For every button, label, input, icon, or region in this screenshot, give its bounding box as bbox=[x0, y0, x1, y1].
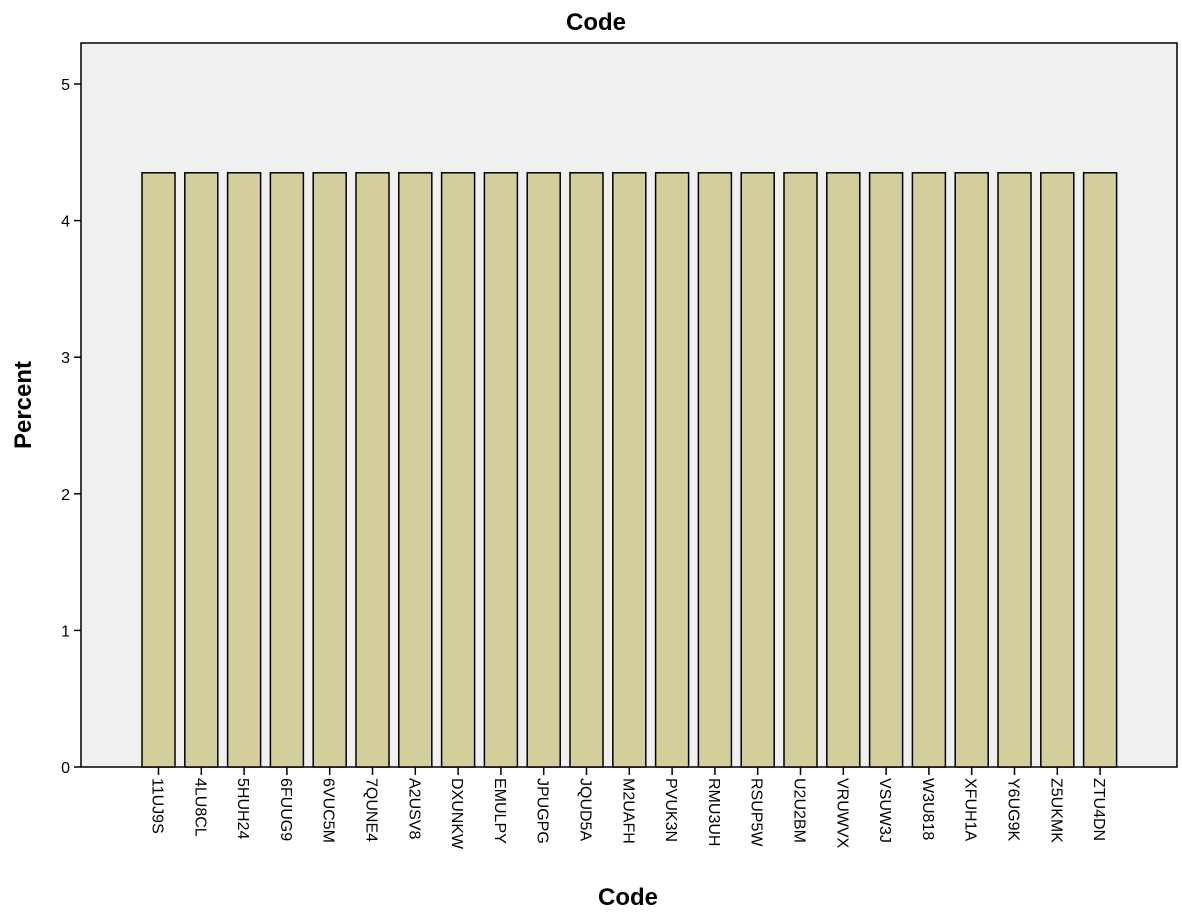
x-tick-label: JPUGPG bbox=[534, 778, 551, 844]
x-tick-label: A2USV8 bbox=[405, 778, 422, 839]
x-tick-label: 11UJ9S bbox=[149, 778, 166, 834]
bar-vsuw3j bbox=[868, 172, 904, 768]
y-tick-label: 5 bbox=[61, 77, 70, 94]
bar-rsup5w bbox=[740, 172, 775, 768]
bar-jqud5a bbox=[569, 172, 604, 768]
bar-5huh24 bbox=[226, 172, 262, 768]
y-axis-title: Percent bbox=[10, 361, 37, 449]
bar-6fuug9 bbox=[269, 172, 305, 768]
x-tick-label: U2U2BM bbox=[791, 778, 808, 843]
y-tick-label: 4 bbox=[61, 214, 70, 231]
x-tick-label: 6FUUG9 bbox=[277, 778, 294, 841]
bar-ztu4dn bbox=[1082, 172, 1118, 768]
bar-11uj9s bbox=[141, 172, 176, 768]
x-tick-label: 7QUNE4 bbox=[363, 778, 380, 842]
bar-jpugpg bbox=[526, 172, 561, 768]
x-tick-label: 6VUC5M bbox=[320, 778, 337, 843]
x-tick-label: RMU3UH bbox=[705, 778, 722, 846]
bar-w3u818 bbox=[911, 172, 947, 768]
bar-vruwvx bbox=[826, 172, 861, 768]
x-tick-label: XFUH1A bbox=[962, 778, 979, 841]
x-tick-label: EMULPY bbox=[491, 778, 508, 844]
bar-4lu8cl bbox=[184, 172, 219, 768]
x-tick-label: W3U818 bbox=[919, 778, 936, 840]
x-tick-label: VRUWVX bbox=[833, 778, 850, 849]
x-tick-label: VSUW3J bbox=[876, 778, 893, 843]
x-tick-label: Z5UKMK bbox=[1047, 778, 1064, 843]
x-tick-label: DXUNKW bbox=[448, 778, 465, 850]
bar-6vuc5m bbox=[312, 172, 347, 768]
x-tick-label: 5HUH24 bbox=[234, 778, 251, 839]
y-tick-label: 1 bbox=[61, 623, 70, 640]
bar-dxunkw bbox=[440, 172, 476, 768]
chart-title: Code bbox=[566, 9, 626, 36]
bar-y6ug9k bbox=[997, 172, 1032, 768]
y-axis: 0 1 2 3 4 5 bbox=[61, 77, 81, 777]
y-tick-label: 3 bbox=[61, 350, 70, 367]
bar-u2u2bm bbox=[783, 172, 818, 768]
x-tick-label: ZTU4DN bbox=[1090, 778, 1107, 841]
x-tick-label: RSUP5W bbox=[748, 778, 765, 847]
x-tick-label: JQUD5A bbox=[577, 778, 594, 841]
x-tick-label: PVUK3N bbox=[662, 778, 679, 842]
bar-emulpy bbox=[483, 172, 519, 768]
x-tick-label: 4LU8CL bbox=[191, 778, 208, 837]
bar-m2uafh bbox=[612, 172, 647, 768]
x-tick-label: M2UAFH bbox=[619, 778, 636, 844]
x-axis-title: Code bbox=[598, 884, 658, 911]
bar-z5ukmk bbox=[1040, 172, 1075, 768]
bar-7qune4 bbox=[355, 172, 390, 768]
x-tick-label: Y6UG9K bbox=[1005, 778, 1022, 841]
bar-xfuh1a bbox=[954, 172, 989, 768]
y-tick-label: 2 bbox=[61, 487, 70, 504]
y-tick-label: 0 bbox=[61, 760, 70, 777]
bar-a2usv8 bbox=[398, 172, 433, 768]
bars-group bbox=[141, 172, 1118, 768]
x-axis: 11UJ9S 4LU8CL 5HUH24 6FUUG9 6VUC5M 7QUNE4 A2US… bbox=[149, 767, 1107, 850]
bar-rmu3uh bbox=[697, 172, 733, 768]
bar-pvuk3n bbox=[654, 172, 690, 768]
